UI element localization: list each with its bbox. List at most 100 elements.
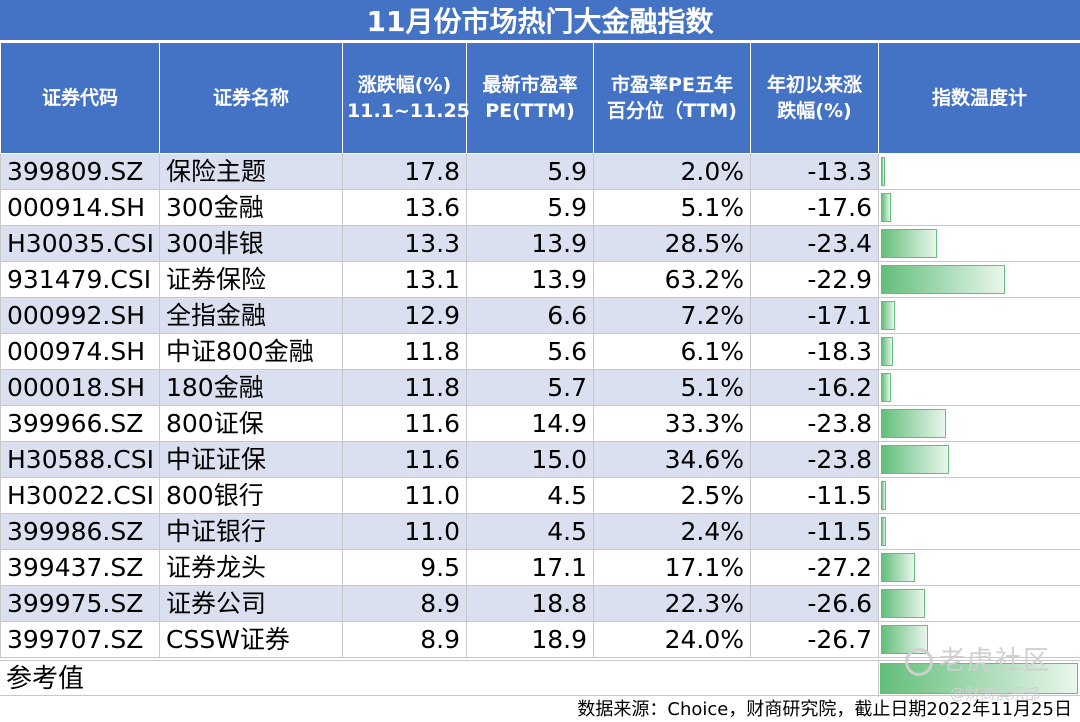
ytd-cell: -17.1 (750, 297, 879, 334)
pe-cell: 5.6 (466, 333, 594, 370)
thermometer-cell (878, 549, 1080, 586)
ytd-cell: -23.8 (750, 405, 879, 442)
thermometer-cell (878, 477, 1080, 514)
ytd-cell: -13.3 (750, 153, 879, 190)
code-cell: 399966.SZ (0, 405, 160, 442)
table-row: 931479.CSI 证券保险 13.1 13.9 63.2% -22.9 (0, 261, 1080, 298)
name-cell: 中证银行 (159, 513, 343, 550)
ytd-cell: -17.6 (750, 189, 879, 226)
pe-cell: 18.9 (466, 621, 594, 658)
data-source: 数据来源：Choice，财商研究院，截止日期2022年11月25日 (577, 699, 1072, 720)
thermometer-cell (878, 621, 1080, 658)
thermometer-bar (881, 157, 885, 186)
name-cell: 800证保 (159, 405, 343, 442)
name-cell: 保险主题 (159, 153, 343, 190)
code-cell: 000018.SH (0, 369, 160, 406)
code-cell: 399707.SZ (0, 621, 160, 658)
pe-percentile-cell: 6.1% (593, 333, 751, 370)
ytd-cell: -23.8 (750, 441, 879, 478)
table-row: H30588.CSI 中证证保 11.6 15.0 34.6% -23.8 (0, 441, 1080, 478)
thermometer-cell (878, 513, 1080, 550)
pe-percentile-cell: 2.0% (593, 153, 751, 190)
header-code: 证券代码 (0, 42, 160, 154)
watermark-handle: @财商俱乐部 (950, 685, 1041, 703)
table-row: 000974.SH 中证800金融 11.8 5.6 6.1% -18.3 (0, 333, 1080, 370)
pe-percentile-cell: 34.6% (593, 441, 751, 478)
table-row: 000018.SH 180金融 11.8 5.7 5.1% -16.2 (0, 369, 1080, 406)
pe-percentile-cell: 24.0% (593, 621, 751, 658)
code-cell: 399975.SZ (0, 585, 160, 622)
change-cell: 13.6 (342, 189, 467, 226)
change-cell: 11.6 (342, 441, 467, 478)
table-row: 399975.SZ 证券公司 8.9 18.8 22.3% -26.6 (0, 585, 1080, 622)
ytd-cell: -11.5 (750, 513, 879, 550)
header-row: 证券代码 证券名称 涨跌幅(%) 11.1~11.25 最新市盈率 PE(TTM) … (0, 42, 1080, 154)
index-table: 证券代码 证券名称 涨跌幅(%) 11.1~11.25 最新市盈率 PE(TTM) … (0, 42, 1080, 658)
pe-percentile-cell: 28.5% (593, 225, 751, 262)
change-cell: 17.8 (342, 153, 467, 190)
code-cell: H30035.CSI (0, 225, 160, 262)
thermometer-bar (881, 229, 937, 258)
ytd-cell: -23.4 (750, 225, 879, 262)
name-cell: 证券公司 (159, 585, 343, 622)
table-row: 000992.SH 全指金融 12.9 6.6 7.2% -17.1 (0, 297, 1080, 334)
name-cell: 300非银 (159, 225, 343, 262)
thermometer-bar (881, 373, 891, 402)
table-row: H30035.CSI 300非银 13.3 13.9 28.5% -23.4 (0, 225, 1080, 262)
code-cell: 931479.CSI (0, 261, 160, 298)
change-cell: 8.9 (342, 585, 467, 622)
name-cell: 中证证保 (159, 441, 343, 478)
change-cell: 11.6 (342, 405, 467, 442)
code-cell: 000992.SH (0, 297, 160, 334)
name-cell: 800银行 (159, 477, 343, 514)
pe-cell: 13.9 (466, 225, 594, 262)
name-cell: 证券保险 (159, 261, 343, 298)
ytd-cell: -22.9 (750, 261, 879, 298)
header-ytd: 年初以来涨 跌幅(%) (750, 42, 879, 154)
pe-percentile-cell: 22.3% (593, 585, 751, 622)
thermometer-cell (878, 405, 1080, 442)
code-cell: 000974.SH (0, 333, 160, 370)
header-name: 证券名称 (159, 42, 343, 154)
pe-percentile-cell: 2.4% (593, 513, 751, 550)
watermark: 老虎社区 (905, 640, 1051, 677)
pe-cell: 6.6 (466, 297, 594, 334)
change-cell: 8.9 (342, 621, 467, 658)
pe-percentile-cell: 7.2% (593, 297, 751, 334)
thermometer-cell (878, 441, 1080, 478)
pe-cell: 5.9 (466, 189, 594, 226)
thermometer-cell (878, 369, 1080, 406)
change-cell: 11.8 (342, 369, 467, 406)
code-cell: H30588.CSI (0, 441, 160, 478)
change-cell: 11.0 (342, 513, 467, 550)
table-row: H30022.CSI 800银行 11.0 4.5 2.5% -11.5 (0, 477, 1080, 514)
thermometer-bar (881, 265, 1005, 294)
ytd-cell: -27.2 (750, 549, 879, 586)
thermometer-bar (881, 337, 893, 366)
thermometer-bar (881, 517, 886, 546)
pe-cell: 15.0 (466, 441, 594, 478)
change-cell: 11.8 (342, 333, 467, 370)
table-title: 11月份市场热门大金融指数 (0, 0, 1080, 42)
header-pe: 最新市盈率 PE(TTM) (466, 42, 594, 154)
name-cell: 180金融 (159, 369, 343, 406)
table-row: 000914.SH 300金融 13.6 5.9 5.1% -17.6 (0, 189, 1080, 226)
change-cell: 9.5 (342, 549, 467, 586)
pe-cell: 18.8 (466, 585, 594, 622)
thermometer-bar (881, 193, 891, 222)
ytd-cell: -18.3 (750, 333, 879, 370)
thermometer-bar (881, 445, 949, 474)
reference-label: 参考值 (6, 664, 85, 694)
thermometer-cell (878, 333, 1080, 370)
pe-cell: 13.9 (466, 261, 594, 298)
code-cell: 399809.SZ (0, 153, 160, 190)
thermometer-bar (881, 409, 946, 438)
thermometer-bar (881, 481, 886, 510)
thermometer-cell (878, 585, 1080, 622)
name-cell: 证券龙头 (159, 549, 343, 586)
ytd-cell: -26.6 (750, 585, 879, 622)
pe-percentile-cell: 2.5% (593, 477, 751, 514)
code-cell: 399986.SZ (0, 513, 160, 550)
change-cell: 11.0 (342, 477, 467, 514)
ytd-cell: -26.7 (750, 621, 879, 658)
